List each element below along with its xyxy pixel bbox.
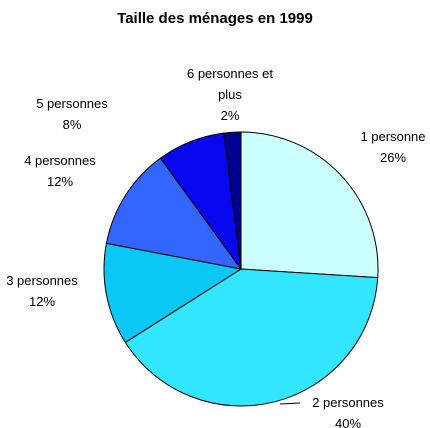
- pie-slice: [105, 157, 243, 270]
- pie-slice: [124, 268, 379, 407]
- pie-slice: [103, 242, 243, 344]
- pie-slice: [240, 131, 379, 279]
- slice-percent: 40%: [334, 416, 362, 428]
- slice-label: 3 personnes 12%: [0, 270, 97, 312]
- slice-name: 6 personnes et plus: [186, 66, 273, 102]
- slice-label: 5 personnes 8%: [17, 93, 127, 135]
- slice-label: 4 personnes 12%: [5, 150, 115, 192]
- slice-name: 4 personnes: [24, 153, 96, 168]
- slice-name: 1 personne: [360, 129, 426, 144]
- slice-name: 2 personnes: [312, 395, 384, 410]
- slice-percent: 2%: [220, 108, 240, 123]
- pie-slice: [223, 131, 242, 270]
- slice-name: 3 personnes: [6, 273, 78, 288]
- slice-label: 6 personnes et plus 2%: [182, 63, 278, 126]
- chart-title: Taille des ménages en 1999: [117, 10, 313, 27]
- slice-label: 1 personne 26%: [338, 126, 430, 168]
- leader-line: [279, 402, 301, 405]
- slice-percent: 8%: [62, 117, 82, 132]
- slice-percent: 12%: [46, 174, 74, 189]
- slice-percent: 26%: [379, 150, 407, 165]
- slice-percent: 12%: [28, 294, 56, 309]
- slice-label: 2 personnes 40%: [293, 392, 403, 428]
- slice-name: 5 personnes: [36, 96, 108, 111]
